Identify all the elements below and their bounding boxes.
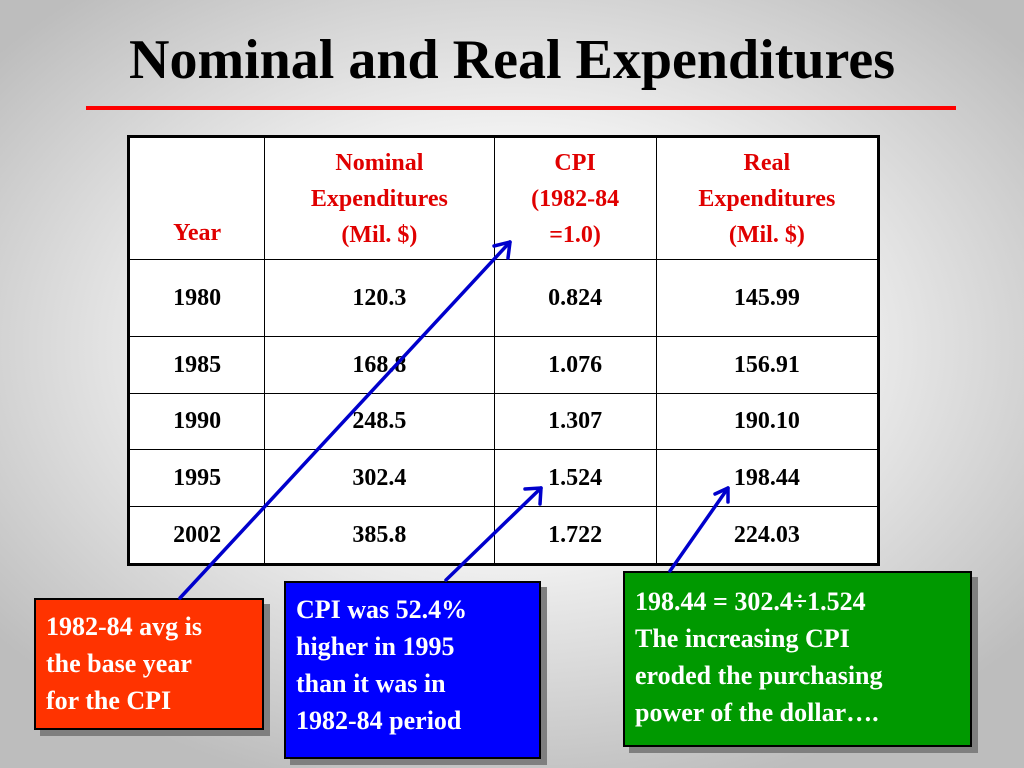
title-underline xyxy=(86,106,956,110)
header-real-line3: (Mil. $) xyxy=(728,221,805,248)
header-nominal: Nominal Expenditures (Mil. $) xyxy=(264,136,495,260)
cell-cpi: 1.076 xyxy=(493,336,657,394)
expenditures-table: Year Nominal Expenditures (Mil. $) CPI (… xyxy=(127,135,880,566)
cell-year: 1985 xyxy=(127,336,266,394)
table-row: 2002 385.8 1.722 224.03 xyxy=(127,506,880,565)
base-year-note: 1982-84 avg is the base year for the CPI xyxy=(34,598,264,730)
cell-nominal: 385.8 xyxy=(264,506,495,565)
header-real: Real Expenditures (Mil. $) xyxy=(655,136,880,260)
cell-real: 145.99 xyxy=(655,259,880,337)
cell-year: 1990 xyxy=(127,393,266,450)
cell-real: 198.44 xyxy=(655,449,880,507)
cell-year: 1995 xyxy=(127,449,266,507)
arrow-to-cpi-1995 xyxy=(444,486,543,582)
slide-title: Nominal and Real Expenditures xyxy=(129,29,895,91)
header-nominal-line3: (Mil. $) xyxy=(341,221,418,248)
cell-real: 156.91 xyxy=(655,336,880,394)
table-row: 1995 302.4 1.524 198.44 xyxy=(127,449,880,507)
cell-nominal: 248.5 xyxy=(264,393,495,450)
table-row: 1990 248.5 1.307 190.10 xyxy=(127,393,880,450)
real-calc-note: 198.44 = 302.4÷1.524 The increasing CPI … xyxy=(623,571,972,747)
header-nominal-line2: Expenditures xyxy=(310,185,448,212)
table-row: 1980 120.3 0.824 145.99 xyxy=(127,259,880,337)
note-line: than it was in xyxy=(296,669,446,698)
cpi-increase-note: CPI was 52.4% higher in 1995 than it was… xyxy=(284,581,541,759)
cell-cpi: 0.824 xyxy=(493,259,657,337)
header-cpi: CPI (1982-84 =1.0) xyxy=(493,136,657,260)
note-line: 1982-84 period xyxy=(296,706,462,735)
header-cpi-line3: =1.0) xyxy=(549,221,601,248)
cell-nominal: 302.4 xyxy=(264,449,495,507)
note-line: 198.44 = 302.4÷1.524 xyxy=(635,587,866,616)
header-cpi-line2: (1982-84 xyxy=(531,185,620,212)
note-line: CPI was 52.4% xyxy=(296,595,468,624)
note-line: higher in 1995 xyxy=(296,632,455,661)
note-line: power of the dollar…. xyxy=(635,698,879,727)
note-line: the base year xyxy=(46,649,192,678)
arrow-to-real-1995 xyxy=(668,486,730,573)
header-nominal-line1: Nominal xyxy=(335,149,424,176)
header-year: Year xyxy=(127,136,266,260)
note-line: eroded the purchasing xyxy=(635,661,883,690)
cell-year: 1980 xyxy=(127,259,266,337)
note-line: The increasing CPI xyxy=(635,624,850,653)
header-cpi-line1: CPI xyxy=(554,149,596,176)
cell-year: 2002 xyxy=(127,506,266,565)
cell-real: 190.10 xyxy=(655,393,880,450)
header-real-line1: Real xyxy=(743,149,791,176)
note-line: for the CPI xyxy=(46,686,172,715)
cell-cpi: 1.524 xyxy=(493,449,657,507)
header-real-line2: Expenditures xyxy=(698,185,836,212)
arrow-to-cpi-header xyxy=(178,240,512,600)
cell-real: 224.03 xyxy=(655,506,880,565)
note-line: 1982-84 avg is xyxy=(46,612,202,641)
table-header-row: Year Nominal Expenditures (Mil. $) CPI (… xyxy=(127,136,880,260)
